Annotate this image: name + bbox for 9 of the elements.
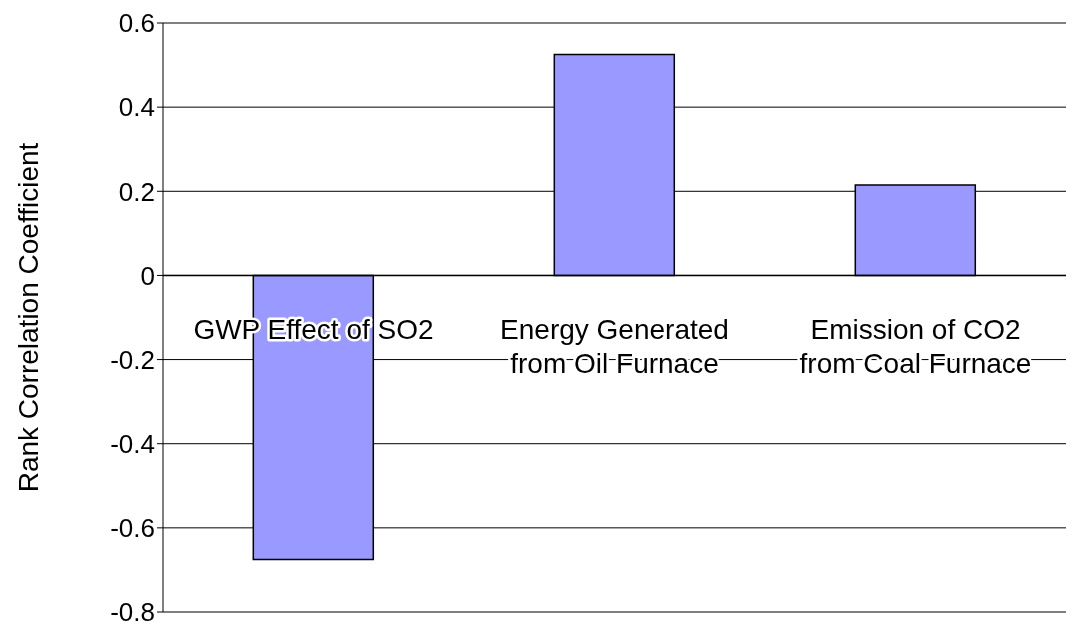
y-tick-label: 0.2 (118, 176, 155, 207)
y-tick-label: -0.8 (110, 597, 155, 628)
y-tick-label: 0.6 (118, 8, 155, 39)
y-tick-label: 0.4 (118, 92, 155, 123)
y-axis-title: Rank Correlation Coefficient (12, 142, 44, 493)
y-tick-label: -0.4 (110, 428, 155, 459)
y-tick-label: 0 (140, 260, 155, 291)
y-tick-label: -0.2 (110, 344, 155, 375)
y-tick-label: -0.6 (110, 513, 155, 544)
